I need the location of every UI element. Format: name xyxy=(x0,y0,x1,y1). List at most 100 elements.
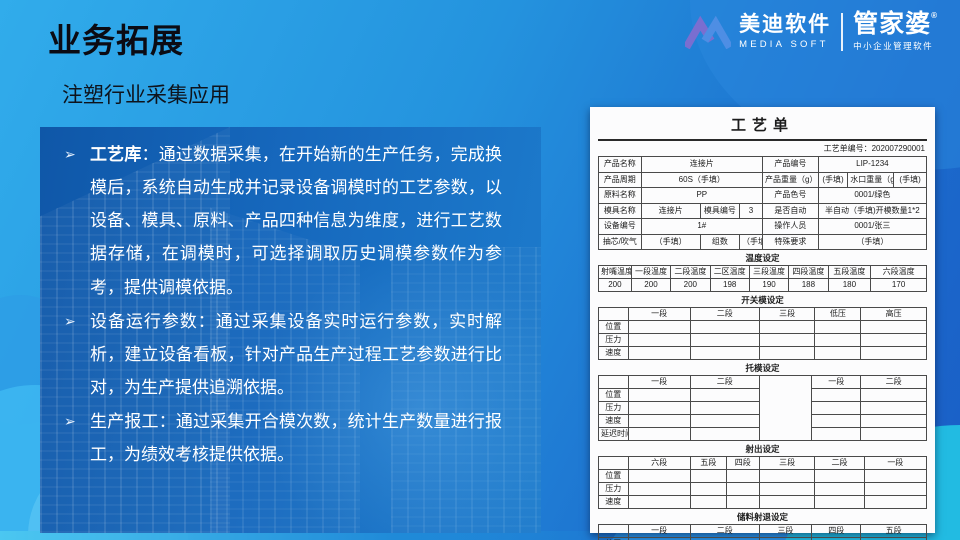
field-value: （手填） xyxy=(739,233,763,250)
empty-cell xyxy=(863,469,928,483)
field-value: （手填） xyxy=(640,233,701,250)
col-header: 四段 xyxy=(811,524,862,538)
registered-mark: ® xyxy=(931,11,938,20)
field-value: (手填) xyxy=(817,171,849,188)
empty-cell xyxy=(627,414,691,428)
field-label: 产品编号 xyxy=(761,156,819,173)
field-label: 组数 xyxy=(699,233,741,250)
table-header-row: 射嘴温度 一段温度 二段温度 二区温度 三段温度 四段温度 五段温度 六段温度 xyxy=(598,265,927,279)
empty-cell xyxy=(689,388,760,402)
table-row: 产品名称 连接片 产品编号 LIP-1234 xyxy=(598,156,928,173)
bullet-term: 生产报工 xyxy=(90,412,159,432)
empty-cell xyxy=(814,469,865,483)
empty-cell xyxy=(689,414,760,428)
charge-table: 一段 二段 三段 四段 五段 位置 压力 速度 xyxy=(598,524,927,540)
logo-divider xyxy=(841,13,844,51)
empty-cell xyxy=(627,401,691,415)
page-title: 业务拓展 xyxy=(48,22,184,59)
col-header: 二段 xyxy=(689,375,760,389)
empty-cell xyxy=(814,346,862,360)
corner-cell xyxy=(598,524,629,538)
empty-cell xyxy=(863,495,928,509)
bullet-text: 工艺库：通过数据采集，在开始新的生产任务，完成换模后，系统自动生成并记录设备调模… xyxy=(90,138,502,304)
empty-cell xyxy=(860,537,927,540)
page-subtitle: 注塑行业采集应用 xyxy=(62,84,230,107)
section-title-eject: 托模设定 xyxy=(745,363,780,373)
empty-cell xyxy=(758,469,816,483)
table-header-row: 一段 二段 三段 四段 五段 xyxy=(598,524,927,538)
empty-cell xyxy=(689,333,760,347)
table-row: 200 200 200 198 190 188 180 170 xyxy=(598,278,927,292)
empty-cell xyxy=(814,333,862,347)
bullet-term: 设备运行参数 xyxy=(90,311,198,331)
field-value: 3 xyxy=(739,202,763,219)
temperature-table: 射嘴温度 一段温度 二段温度 二区温度 三段温度 四段温度 五段温度 六段温度 … xyxy=(598,265,927,292)
field-label: 产品色号 xyxy=(761,187,819,204)
section-title-charge: 储料射退设定 xyxy=(736,512,788,522)
temp-value: 200 xyxy=(598,278,632,292)
field-value: 半自动（手填)开模数量1*2 xyxy=(817,202,928,219)
field-label: 产品名称 xyxy=(598,156,642,173)
table-row: 压力 xyxy=(598,482,928,496)
row-label: 压力 xyxy=(598,482,629,496)
col-header: 三段 xyxy=(758,524,813,538)
bullet-item-device-params: ➢ 设备运行参数：通过采集设备实时运行参数，实时解析，建立设备看板，针对产品生产… xyxy=(64,305,502,404)
empty-cell xyxy=(814,495,865,509)
temp-value: 180 xyxy=(827,278,872,292)
table-row: 压力 xyxy=(598,333,927,347)
table-header-row: 一段 二段 三段 低压 高压 xyxy=(598,307,927,321)
empty-cell xyxy=(758,320,816,334)
col-header: 一段温度 xyxy=(630,265,672,279)
row-label: 速度 xyxy=(598,346,629,360)
empty-cell xyxy=(627,333,691,347)
empty-cell xyxy=(814,482,865,496)
company-name-block: 美迪软件 MEDIA SOFT xyxy=(739,13,832,50)
empty-cell xyxy=(814,320,862,334)
company-name-cn: 美迪软件 xyxy=(739,13,832,37)
empty-cell xyxy=(860,333,927,347)
field-label: 抽芯/吹气 xyxy=(598,233,642,250)
col-header: 三段温度 xyxy=(748,265,790,279)
col-header: 二段 xyxy=(689,307,760,321)
bullet-text: 设备运行参数：通过采集设备实时运行参数，实时解析，建立设备看板，针对产品生产过程… xyxy=(90,305,502,404)
row-label: 速度 xyxy=(598,495,629,509)
company-name-en: MEDIA SOFT xyxy=(739,38,829,50)
col-header: 一段 xyxy=(627,375,691,389)
field-label: 设备编号 xyxy=(598,218,642,235)
product-info-table: 产品名称 连接片 产品编号 LIP-1234 产品周期 60S（手填） 产品重量… xyxy=(598,156,928,250)
col-header: 射嘴温度 xyxy=(598,265,632,279)
empty-cell xyxy=(689,320,760,334)
empty-cell xyxy=(860,427,927,441)
table-row: 模具名称 连接片 模具编号 3 是否自动 半自动（手填)开模数量1*2 xyxy=(598,202,928,219)
col-header: 高压 xyxy=(860,307,927,321)
col-header: 二段 xyxy=(689,524,760,538)
temp-value: 200 xyxy=(630,278,672,292)
col-header: 一段 xyxy=(811,375,862,389)
table-row: 位置 xyxy=(598,388,927,402)
building-texture-3 xyxy=(391,247,541,533)
empty-cell xyxy=(725,469,760,483)
field-label: 水口重量（g） xyxy=(847,171,895,188)
temp-value: 170 xyxy=(870,278,927,292)
col-header: 一段 xyxy=(627,524,691,538)
corner-cell xyxy=(598,456,629,470)
empty-cell xyxy=(860,401,927,415)
row-label: 压力 xyxy=(598,401,629,415)
table-row: 抽芯/吹气 （手填） 组数 （手填） 特殊要求 （手填） xyxy=(598,233,928,250)
empty-cell xyxy=(689,401,760,415)
bullet-item-production-report: ➢ 生产报工：通过采集开合模次数，统计生产数量进行报工，为绩效考核提供依据。 xyxy=(64,405,502,471)
merged-empty-cell xyxy=(758,375,813,441)
col-header: 六段温度 xyxy=(870,265,927,279)
col-header: 一段 xyxy=(863,456,928,470)
media-soft-logo-icon xyxy=(685,15,732,49)
table-header-row: 一段 二段 一段 二段 xyxy=(598,375,927,441)
empty-cell xyxy=(627,537,691,540)
col-header: 二段 xyxy=(814,456,865,470)
bullet-body: ：通过采集设备实时运行参数，实时解析，建立设备看板，针对产品生产过程工艺参数进行… xyxy=(90,311,503,397)
col-header: 四段 xyxy=(725,456,760,470)
brand-block: 管家婆® 中小企业管理软件 xyxy=(853,12,938,52)
temp-value: 198 xyxy=(709,278,750,292)
row-label: 位置 xyxy=(598,469,629,483)
empty-cell xyxy=(811,388,862,402)
field-label: 原料名称 xyxy=(598,187,642,204)
